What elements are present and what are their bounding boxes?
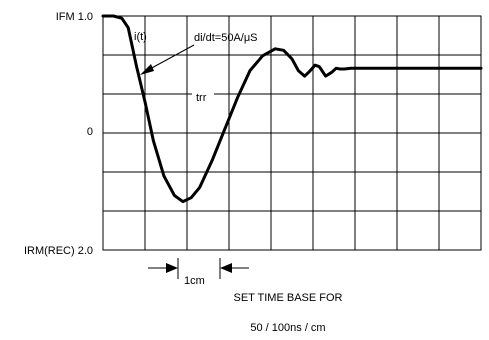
slope-arrow-head: [140, 64, 154, 75]
scale-label: 1cm: [184, 275, 205, 287]
time-base-line1: SET TIME BASE FOR: [233, 292, 342, 304]
grid: [103, 16, 481, 250]
time-base-line2: 50 / 100ns / cm: [250, 322, 325, 334]
scale-right-arrow-head: [220, 263, 232, 273]
slope-arrow-line: [147, 44, 195, 71]
plot-frame: [102, 15, 482, 251]
trr-label-bg: [192, 90, 214, 104]
slope-label: di/dt=50A/μS: [194, 32, 258, 44]
y-label-middle: 0: [87, 126, 93, 138]
current-waveform-line: [101, 14, 483, 204]
curve-layer: [101, 14, 483, 204]
scale-left-arrow-head: [166, 263, 178, 273]
y-label-bottom: IRM(REC) 2.0: [24, 245, 93, 257]
trr-label: trr: [196, 92, 207, 104]
current-label: i(t): [134, 31, 147, 43]
y-label-top: IFM 1.0: [56, 11, 93, 23]
